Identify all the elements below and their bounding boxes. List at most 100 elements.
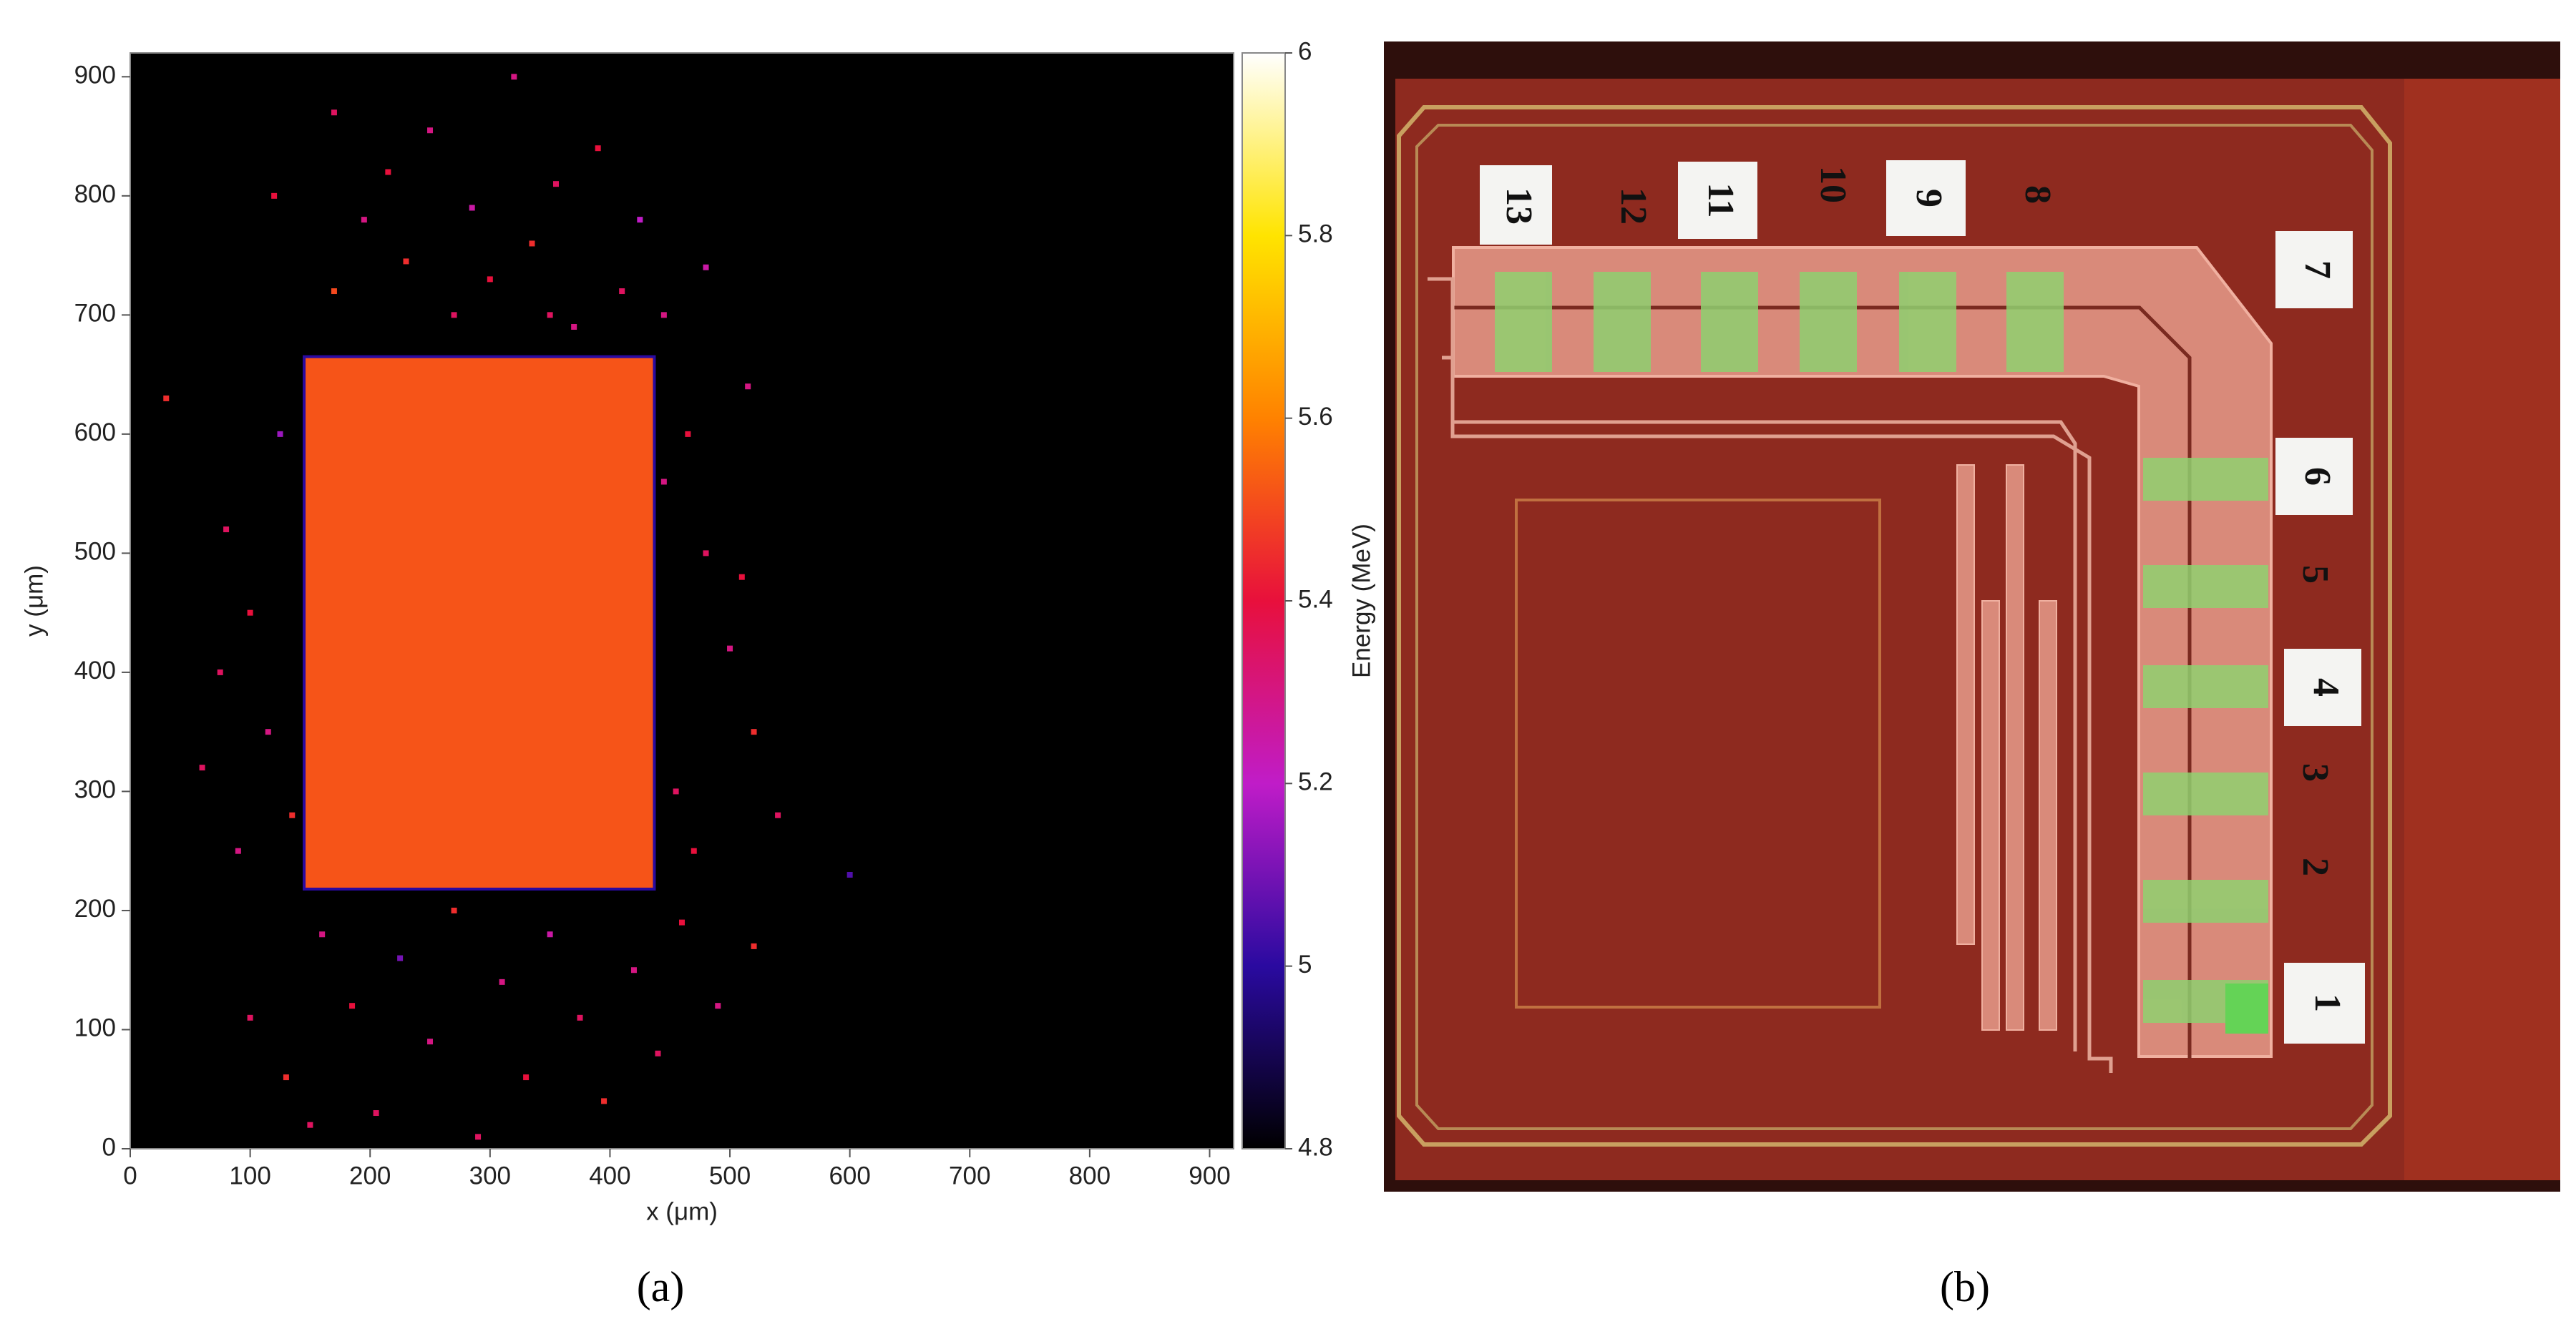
hit xyxy=(715,1003,721,1009)
hit xyxy=(679,919,685,926)
hit xyxy=(619,288,625,295)
hit xyxy=(271,192,278,199)
trace-2 xyxy=(1442,355,2077,1051)
strip xyxy=(1956,464,1975,945)
x-tick-label: 300 xyxy=(469,1162,511,1190)
hit xyxy=(660,312,667,318)
hit xyxy=(319,931,326,938)
y-tick-label: 200 xyxy=(74,895,116,923)
hit xyxy=(283,1074,289,1081)
x-tick-label: 400 xyxy=(589,1162,630,1190)
hit xyxy=(331,288,337,295)
x-axis-label: x (μm) xyxy=(646,1197,718,1225)
colorbar-tick-label: 6 xyxy=(1298,37,1312,65)
hit xyxy=(660,479,667,485)
hit xyxy=(223,526,230,533)
y-tick-label: 900 xyxy=(74,62,116,89)
colorbar-tick-label: 4.8 xyxy=(1298,1133,1333,1161)
strip xyxy=(1981,600,2000,1031)
pad-label: 12 xyxy=(1613,187,1654,225)
pad-box xyxy=(2275,231,2353,308)
hit xyxy=(373,1110,379,1117)
pad-box xyxy=(1886,160,1966,236)
x-tick-label: 0 xyxy=(123,1162,137,1190)
hit xyxy=(451,907,457,913)
pad-box xyxy=(2284,963,2365,1044)
pad-box xyxy=(1480,165,1552,245)
hit xyxy=(703,550,709,556)
hit xyxy=(307,1122,313,1128)
caption: (a) xyxy=(637,1263,685,1310)
x-tick-label: 700 xyxy=(949,1162,990,1190)
stripe xyxy=(1594,272,1651,372)
frame-inner xyxy=(1415,124,2373,1130)
hit xyxy=(247,609,253,616)
hit xyxy=(751,729,757,735)
pad-label: 10 xyxy=(1813,166,1853,203)
hit xyxy=(427,127,434,134)
chip-edge xyxy=(2404,79,2560,1180)
hit xyxy=(523,1074,530,1081)
hit xyxy=(499,979,505,985)
inner-square xyxy=(1515,499,1881,1009)
hit xyxy=(553,181,560,187)
chip-area xyxy=(1395,79,2560,1180)
y-tick-label: 800 xyxy=(74,180,116,208)
x-tick-label: 600 xyxy=(829,1162,870,1190)
hit xyxy=(469,205,475,211)
plot-frame xyxy=(130,52,1234,1149)
hit xyxy=(265,729,271,735)
pad-box xyxy=(2284,649,2361,726)
chip-photo: 13 12 11 10 9 8 7 6 5 4 3 2 1 xyxy=(1384,41,2560,1192)
hit xyxy=(637,217,643,223)
hit xyxy=(727,645,733,652)
stripe xyxy=(1495,272,1552,372)
hit xyxy=(595,145,601,152)
x-tick-label: 500 xyxy=(709,1162,751,1190)
colorbar xyxy=(1241,52,1286,1149)
hit xyxy=(847,872,853,878)
pad-box xyxy=(1678,162,1757,239)
y-tick-label: 400 xyxy=(74,657,116,685)
stripe xyxy=(2006,272,2064,372)
hit xyxy=(163,395,170,401)
hit xyxy=(397,955,404,961)
pad-boxes xyxy=(1480,160,2365,1044)
hit xyxy=(630,967,637,974)
hit xyxy=(349,1003,356,1009)
pad-label: 2 xyxy=(2295,858,2336,876)
hit xyxy=(547,312,553,318)
x-tick-label: 900 xyxy=(1189,1162,1230,1190)
y-tick-label: 100 xyxy=(74,1014,116,1042)
small-strips xyxy=(1956,464,2057,1031)
hit xyxy=(199,765,205,771)
x-tick-label: 100 xyxy=(229,1162,270,1190)
pad-label: 7 xyxy=(2297,260,2338,279)
stripe xyxy=(1899,272,1956,372)
hit xyxy=(529,240,535,247)
y-tick-label: 0 xyxy=(102,1133,116,1161)
hit xyxy=(571,324,577,330)
hit xyxy=(745,383,751,390)
colorbar-tick-label: 5 xyxy=(1298,951,1312,979)
hit xyxy=(277,431,283,437)
hit xyxy=(451,312,457,318)
green-stripes xyxy=(1495,272,2268,1034)
stripe xyxy=(2143,665,2268,708)
hit xyxy=(601,1098,608,1104)
x-tick-label: 800 xyxy=(1069,1162,1111,1190)
y-tick-label: 600 xyxy=(74,418,116,446)
stripe xyxy=(2143,880,2268,923)
hit xyxy=(217,669,223,675)
stripe xyxy=(2143,458,2268,501)
hit xyxy=(577,1014,583,1021)
stripe xyxy=(1701,272,1758,372)
hit xyxy=(475,1134,482,1140)
pad-label: 9 xyxy=(1908,189,1949,207)
colorbar-tick-label: 5.2 xyxy=(1298,768,1333,796)
y-tick-label: 300 xyxy=(74,776,116,804)
hit xyxy=(235,848,241,854)
pad-box xyxy=(2275,438,2353,515)
